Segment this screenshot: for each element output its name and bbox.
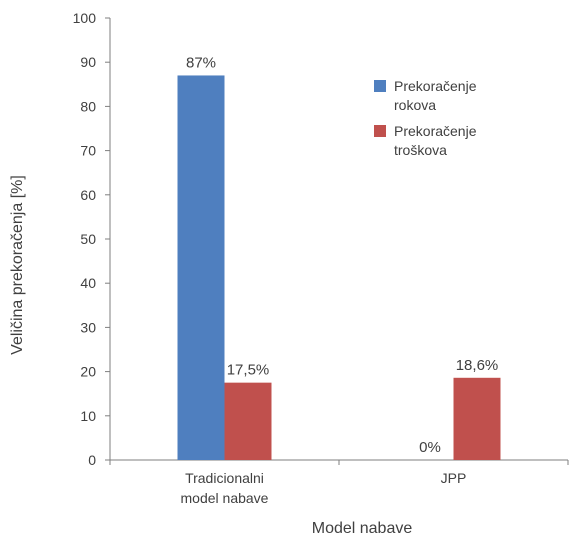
legend-label: Prekoračenje — [394, 123, 477, 139]
legend: Prekoračenje rokova Prekoračenje troškova — [374, 78, 477, 158]
y-axis-title: Veličina prekoračenja [%] — [9, 175, 26, 355]
x-axis-categories: Tradicionalni model nabave JPP — [109, 460, 569, 506]
y-tick-label: 60 — [80, 187, 96, 203]
data-label: 87% — [186, 54, 216, 71]
legend-label: rokova — [394, 97, 436, 113]
y-tick-label: 40 — [80, 275, 96, 291]
y-tick-label: 90 — [80, 54, 96, 70]
legend-label: troškova — [394, 142, 447, 158]
y-axis-ticks: 0 10 20 30 40 50 60 70 80 90 100 — [73, 10, 110, 468]
legend-swatch — [374, 125, 386, 137]
data-label: 0% — [419, 439, 441, 456]
data-label: 18,6% — [456, 357, 499, 374]
bar — [453, 377, 501, 460]
y-tick-label: 0 — [88, 452, 96, 468]
x-category-label: JPP — [441, 470, 467, 486]
legend-label: Prekoračenje — [394, 78, 477, 94]
data-labels: 87% 17,5% 0% 18,6% — [186, 54, 498, 456]
y-tick-label: 20 — [80, 364, 96, 380]
y-tick-label: 10 — [80, 408, 96, 424]
x-category-label: model nabave — [181, 490, 269, 506]
y-tick-label: 70 — [80, 143, 96, 159]
data-label: 17,5% — [227, 362, 270, 379]
bar — [177, 75, 225, 461]
legend-swatch — [374, 80, 386, 92]
y-tick-label: 100 — [73, 10, 97, 26]
bar — [224, 382, 272, 460]
y-tick-label: 30 — [80, 319, 96, 335]
x-category-label: Tradicionalni — [185, 470, 264, 486]
bars — [177, 75, 501, 461]
y-tick-label: 80 — [80, 98, 96, 114]
y-tick-label: 50 — [80, 231, 96, 247]
x-axis-title: Model nabave — [312, 520, 413, 537]
